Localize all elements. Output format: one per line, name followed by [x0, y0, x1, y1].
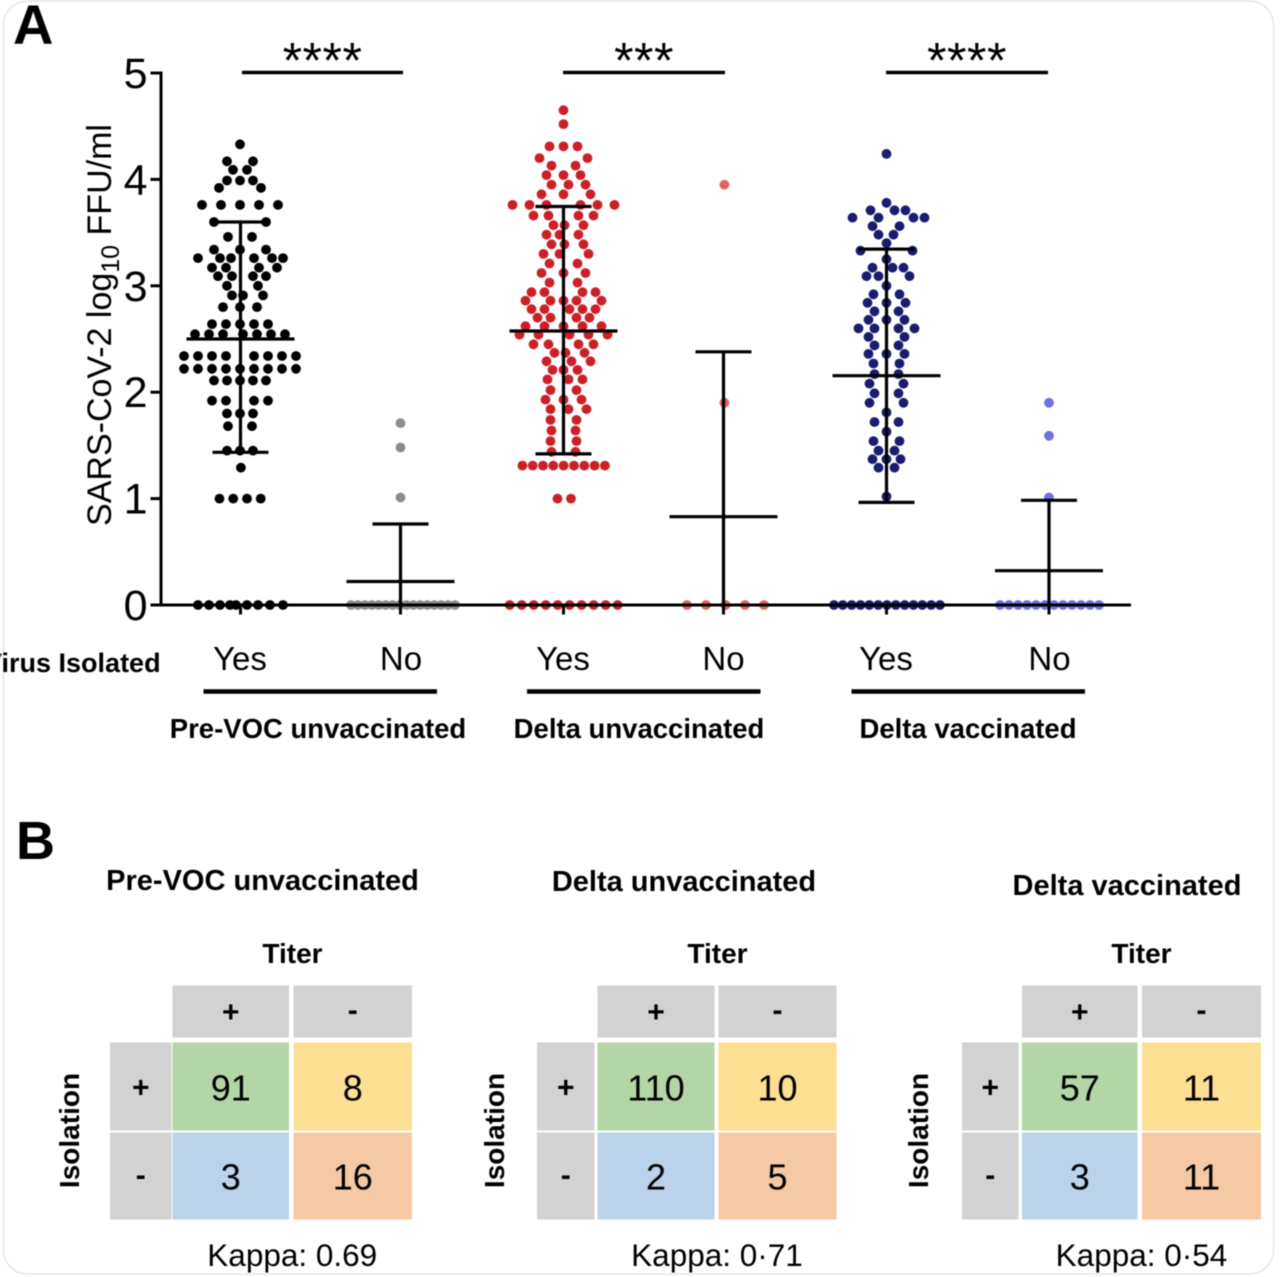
svg-text:Delta unvaccinated: Delta unvaccinated	[552, 866, 816, 898]
svg-text:Kappa: 0·54: Kappa: 0·54	[1056, 1237, 1228, 1273]
svg-text:11: 11	[1183, 1157, 1220, 1198]
svg-text:Virus Isolated: Virus Isolated	[0, 648, 161, 678]
svg-text:Yes: Yes	[859, 640, 913, 677]
svg-text:Delta unvaccinated: Delta unvaccinated	[514, 713, 765, 744]
svg-text:+: +	[557, 1072, 575, 1105]
svg-text:-: -	[773, 994, 783, 1027]
svg-text:-: -	[1197, 994, 1207, 1027]
svg-text:2: 2	[124, 369, 148, 417]
svg-text:No: No	[380, 640, 422, 677]
svg-text:3: 3	[221, 1157, 241, 1198]
svg-text:Delta vaccinated: Delta vaccinated	[859, 713, 1076, 744]
svg-text:+: +	[981, 1072, 999, 1105]
svg-text:5: 5	[767, 1157, 787, 1198]
svg-text:-: -	[136, 1159, 146, 1192]
svg-text:110: 110	[627, 1068, 684, 1109]
svg-text:-: -	[985, 1159, 995, 1192]
svg-text:Kappa: 0·71: Kappa: 0·71	[631, 1237, 803, 1273]
svg-text:Yes: Yes	[213, 640, 267, 677]
svg-text:Isolation: Isolation	[479, 1073, 510, 1188]
svg-text:B: B	[16, 811, 55, 871]
svg-text:No: No	[1028, 640, 1070, 677]
svg-text:Yes: Yes	[536, 640, 590, 677]
svg-text:Pre-VOC unvaccinated: Pre-VOC unvaccinated	[106, 865, 419, 897]
svg-text:0: 0	[124, 582, 148, 630]
svg-text:+: +	[1071, 996, 1089, 1029]
svg-text:Titer: Titer	[687, 938, 747, 969]
svg-text:2: 2	[646, 1157, 666, 1198]
svg-text:A: A	[13, 0, 53, 56]
svg-text:***: ***	[614, 33, 674, 89]
svg-text:57: 57	[1060, 1068, 1100, 1109]
svg-text:+: +	[132, 1072, 150, 1105]
svg-text:Titer: Titer	[1111, 938, 1171, 969]
svg-text:Isolation: Isolation	[903, 1073, 934, 1188]
svg-text:3: 3	[124, 263, 148, 311]
svg-text:****: ****	[283, 33, 363, 89]
svg-text:-: -	[348, 994, 358, 1027]
svg-text:4: 4	[124, 156, 148, 204]
svg-text:1: 1	[124, 476, 148, 524]
svg-text:10: 10	[757, 1068, 797, 1109]
svg-text:Delta vaccinated: Delta vaccinated	[1013, 870, 1242, 902]
svg-text:11: 11	[1183, 1068, 1220, 1109]
svg-text:****: ****	[927, 33, 1007, 89]
svg-text:-: -	[561, 1159, 571, 1192]
svg-text:16: 16	[333, 1157, 373, 1198]
svg-text:3: 3	[1070, 1157, 1090, 1198]
svg-text:+: +	[222, 996, 240, 1029]
svg-text:SARS-CoV-2 log10 FFU/ml: SARS-CoV-2 log10 FFU/ml	[81, 124, 125, 526]
svg-text:+: +	[647, 996, 665, 1029]
svg-text:5: 5	[124, 50, 148, 98]
svg-text:8: 8	[343, 1068, 363, 1109]
svg-text:No: No	[702, 640, 744, 677]
svg-text:Pre-VOC unvaccinated: Pre-VOC unvaccinated	[170, 713, 466, 744]
svg-text:Isolation: Isolation	[54, 1073, 85, 1188]
svg-text:91: 91	[211, 1068, 251, 1109]
svg-text:Kappa: 0.69: Kappa: 0.69	[207, 1237, 377, 1273]
svg-text:Titer: Titer	[262, 938, 322, 969]
